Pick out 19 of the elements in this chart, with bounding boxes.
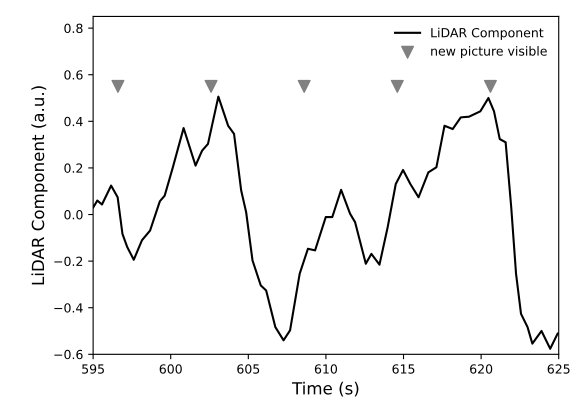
x-tick-label: 625 [548, 364, 570, 374]
y-tick-label: 0.6 [64, 70, 83, 80]
y-tick-label: 0.8 [64, 24, 83, 34]
x-tick-label: 620 [470, 364, 492, 374]
y-tick-label: −0.6 [54, 350, 83, 360]
y-tick-label: −0.4 [54, 303, 83, 313]
x-tick-label: 605 [237, 364, 260, 374]
y-tick-label: 0.0 [64, 210, 83, 220]
legend-label: LiDAR Component [431, 28, 544, 40]
x-tick-label: 615 [392, 364, 414, 374]
x-tick-label: 600 [160, 364, 182, 374]
x-tick-label: 595 [82, 364, 104, 374]
x-axis-title: Time (s) [292, 382, 358, 397]
x-tick-label: 610 [314, 364, 338, 374]
y-axis-title: LiDAR Component (a.u.) [31, 86, 48, 284]
legend-label: new picture visible [431, 46, 547, 58]
y-tick-label: −0.2 [54, 256, 82, 266]
y-tick-label: 0.4 [64, 116, 83, 126]
y-tick-label: 0.2 [64, 163, 82, 173]
